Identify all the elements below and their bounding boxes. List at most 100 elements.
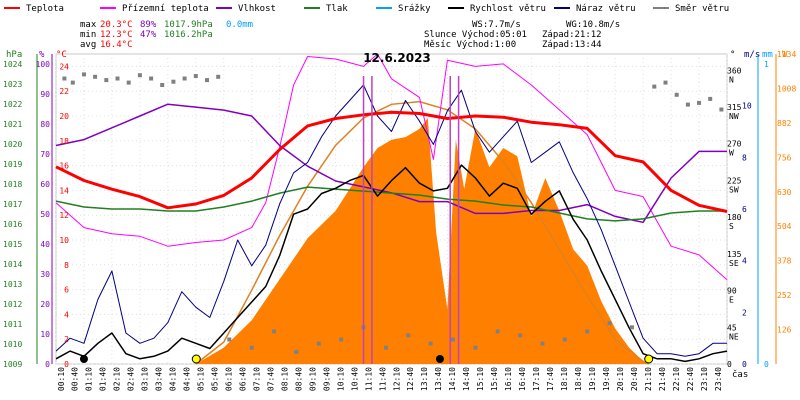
wind-direction-point	[451, 337, 455, 342]
tick-time: 16:10	[504, 367, 513, 391]
legend-label-7: Směr větru	[675, 4, 729, 14]
tick-dir-name: W	[729, 149, 734, 158]
tick-dir-name: SE	[729, 259, 739, 268]
tick-press: 1021	[3, 120, 22, 129]
tick-time: 08:10	[280, 367, 289, 391]
tick-time: 09:40	[322, 367, 331, 391]
wind-direction-point	[607, 321, 612, 326]
tick-time: 12:10	[392, 367, 401, 391]
wind-ws: WS:7.7m/s	[472, 20, 521, 30]
series-wind-speed	[55, 164, 728, 363]
tick-time: 22:10	[672, 367, 681, 391]
wind-direction-point	[249, 345, 254, 350]
tick-temp: 24	[59, 62, 69, 71]
tick-press: 1017	[3, 200, 22, 209]
tick-hum: 0	[45, 360, 50, 369]
tick-press: 1015	[3, 240, 22, 249]
wind-direction-point	[227, 337, 232, 342]
tick-wind: 0	[742, 360, 747, 369]
wind-direction-point	[652, 84, 657, 89]
tick-hum: 50	[40, 210, 50, 219]
tick-time: 21:40	[658, 367, 667, 391]
wind-direction-point	[629, 325, 634, 330]
tick-time: 09:10	[308, 367, 317, 391]
tick-press: 1023	[3, 80, 22, 89]
marker-sunrise	[191, 354, 201, 364]
sun-rise: Slunce Východ:05:01	[424, 30, 527, 40]
wind-direction-point	[272, 329, 277, 334]
stat-max-press: 1017.9hPa	[164, 20, 213, 30]
tick-wind: 8	[742, 153, 747, 162]
tick-temp: 20	[59, 112, 69, 121]
tick-time: 04:10	[169, 367, 178, 391]
tick-time: 11:10	[364, 367, 373, 391]
marker-moonrise	[79, 355, 88, 363]
tick-solar: 252	[777, 291, 792, 300]
wind-direction-point	[473, 345, 478, 350]
tick-temp: 2	[64, 335, 69, 344]
tick-hum: 10	[40, 330, 50, 339]
solar-area	[195, 100, 650, 365]
tick-time: 13:10	[420, 367, 429, 391]
moon-rise: Měsíc Východ:1:00	[424, 40, 516, 50]
wind-direction-point	[316, 341, 321, 346]
stats-box: max 20.3°C 89% 1017.9hPa 0.0mm min 12.3°C 47% 10…	[80, 20, 620, 50]
wind-direction-point	[540, 341, 545, 346]
wind-direction-point	[160, 83, 165, 87]
tick-solar: 882	[777, 119, 792, 128]
wind-direction-point	[708, 96, 713, 101]
wind-direction-point	[294, 349, 299, 354]
tick-press: 1012	[3, 300, 22, 309]
tick-dir: 0	[727, 360, 732, 369]
tick-time: 08:40	[294, 367, 303, 391]
tick-dir-name: NW	[729, 112, 739, 121]
wind-direction-point	[383, 345, 388, 350]
wind-direction-point	[216, 74, 221, 79]
tick-time: 02:40	[127, 367, 136, 391]
axis-rain-unit: mm	[762, 50, 773, 60]
tick-wind: 2	[742, 308, 747, 317]
tick-time: 15:10	[476, 367, 485, 391]
tick-solar: 630	[777, 188, 792, 197]
wind-direction-point	[406, 333, 411, 338]
wind-direction-point	[562, 337, 567, 342]
wind-direction-point	[104, 78, 109, 83]
tick-time: 14:40	[462, 367, 471, 391]
tick-time: 20:40	[630, 367, 639, 391]
stat-max-hum: 89%	[140, 20, 157, 30]
wind-direction-point	[674, 92, 679, 97]
stat-min-temp: 12.3°C	[100, 30, 133, 40]
tick-time: 21:10	[644, 367, 653, 391]
tick-solar: 1008	[777, 84, 796, 93]
tick-time: 03:10	[141, 367, 150, 391]
legend-label-3: Tlak	[326, 4, 348, 14]
tick-solar: 756	[777, 153, 792, 162]
wind-direction-point	[126, 80, 131, 85]
tick-hum: 80	[40, 120, 50, 129]
axis-dir-unit: °	[730, 50, 735, 60]
tick-hum: 60	[40, 180, 50, 189]
tick-time: 17:40	[546, 367, 555, 391]
wind-direction-point	[585, 329, 590, 334]
tick-dir-name: NE	[729, 332, 739, 341]
tick-temp: 18	[59, 137, 69, 146]
tick-time: 14:10	[448, 367, 457, 391]
tick-solar: 504	[777, 222, 792, 231]
wind-direction-point	[685, 102, 690, 107]
wind-direction-point	[205, 78, 209, 83]
tick-temp: 6	[64, 286, 69, 295]
legend-label-6: Náraz větru	[576, 4, 636, 14]
tick-rain-1: 1	[764, 60, 769, 69]
tick-press: 1009	[3, 360, 22, 369]
wind-direction-point	[62, 76, 67, 81]
tick-time: 11:40	[378, 367, 387, 391]
tick-dir: 315	[727, 103, 742, 112]
tick-time: 03:40	[155, 367, 164, 391]
tick-temp: 10	[59, 236, 69, 245]
series-ground-temp	[55, 53, 728, 281]
tick-time: 00:10	[57, 367, 66, 391]
stat-max-temp: 20.3°C	[100, 20, 133, 30]
tick-wind: 4	[742, 257, 747, 266]
tick-time: 06:40	[238, 367, 247, 391]
